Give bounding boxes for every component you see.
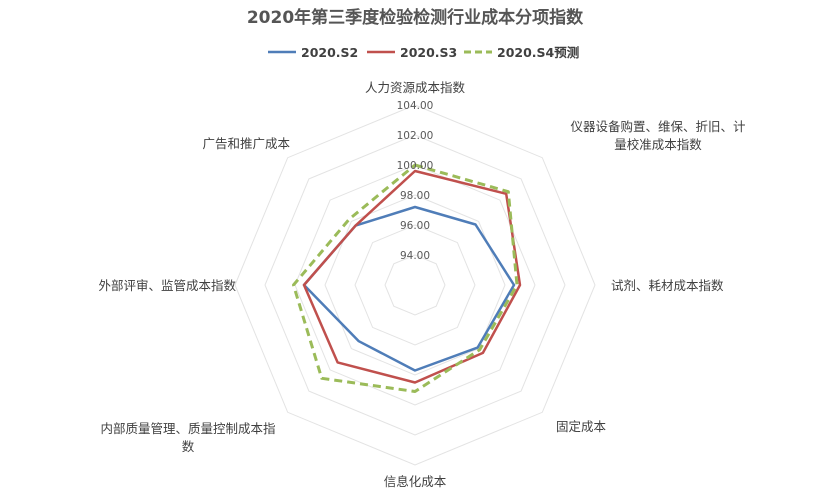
- tick-label: 100.00: [397, 160, 434, 172]
- series-group: [292, 163, 522, 393]
- category-label: 广告和推广成本: [202, 136, 290, 151]
- legend: 2020.S2 2020.S3 2020.S4预测: [268, 45, 579, 60]
- tick-labels: 94.00 96.00 98.00 100.00 102.00 104.00: [397, 100, 434, 262]
- tick-label: 96.00: [400, 220, 430, 232]
- tick-label: 104.00: [397, 100, 434, 112]
- series-line-3: [292, 163, 519, 393]
- grid-ring: [264, 134, 566, 436]
- category-label: 试剂、耗材成本指数: [611, 278, 724, 293]
- category-labels: 人力资源成本指数仪器设备购置、维保、折旧、计量校准成本指数试剂、耗材成本指数固定…: [98, 80, 745, 489]
- category-label: 仪器设备购置、维保、折旧、计量校准成本指数: [570, 119, 745, 152]
- legend-label: 2020.S3: [400, 45, 457, 60]
- radar-grid: [234, 104, 596, 466]
- tick-label: 98.00: [400, 190, 430, 202]
- tick-label: 94.00: [400, 250, 430, 262]
- legend-label: 2020.S4预测: [497, 45, 579, 60]
- tick-label: 102.00: [397, 130, 434, 142]
- legend-label: 2020.S2: [301, 45, 358, 60]
- grid-ring: [354, 224, 476, 346]
- category-label: 内部质量管理、质量控制成本指数: [100, 421, 275, 454]
- category-label: 外部评审、监管成本指数: [98, 278, 236, 293]
- grid-ring: [234, 104, 596, 466]
- series-line-2: [302, 169, 522, 384]
- category-label: 信息化成本: [384, 474, 447, 489]
- category-label: 固定成本: [556, 419, 607, 434]
- chart-title: 2020年第三季度检验检测行业成本分项指数: [247, 7, 584, 28]
- category-label: 人力资源成本指数: [365, 80, 466, 95]
- grid-ring: [384, 254, 446, 316]
